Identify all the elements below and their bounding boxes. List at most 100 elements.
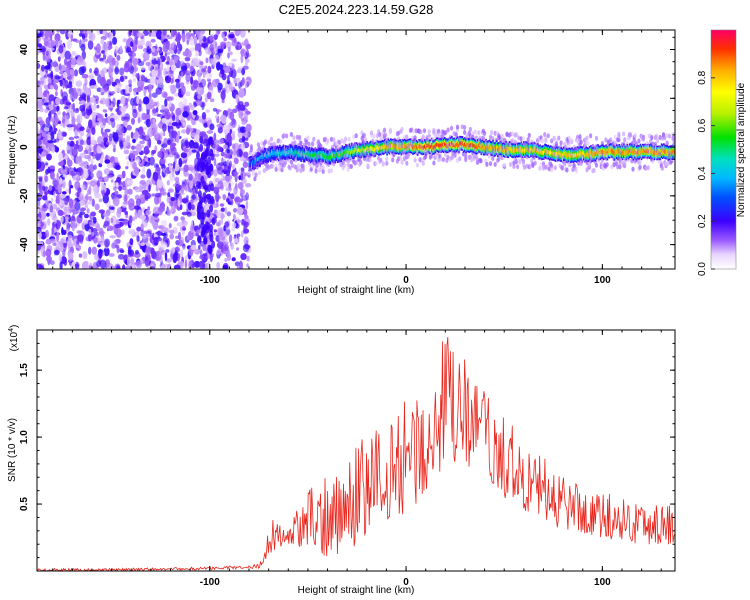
spectrogram-noise-cell bbox=[113, 182, 117, 187]
spectrogram-noise-cell bbox=[80, 100, 86, 105]
spectrogram-noise-cell bbox=[43, 102, 51, 106]
spectrogram-noise-cell bbox=[151, 250, 156, 259]
spectrogram-noise-cell bbox=[128, 83, 132, 87]
spectrogram-halo-cell bbox=[473, 129, 477, 135]
spectrogram-noise-cell bbox=[84, 87, 90, 95]
spectrogram-noise-cell bbox=[179, 195, 183, 204]
spectrogram-noise-cell bbox=[85, 236, 92, 242]
spectrogram-noise-cell bbox=[55, 91, 58, 97]
spectrogram-noise-cell bbox=[130, 97, 135, 106]
spectrogram-noise-cell bbox=[117, 253, 125, 260]
spectrogram-noise-cell bbox=[80, 207, 86, 212]
spectrogram-noise-cell bbox=[90, 181, 96, 187]
spectrogram-noise-cell bbox=[229, 121, 235, 126]
spectrogram-noise-cell bbox=[42, 137, 46, 145]
spectrogram-noise-cell bbox=[220, 217, 223, 225]
spectrogram-noise-cell bbox=[152, 108, 157, 114]
spectrogram-halo-cell bbox=[347, 136, 351, 142]
spectrogram-halo-cell bbox=[279, 138, 283, 144]
spectrogram-noise-cell bbox=[39, 76, 47, 82]
spectrogram-noise-cell bbox=[164, 51, 168, 57]
spectrogram-noise-cell bbox=[242, 243, 250, 253]
spectrogram-noise-cell bbox=[225, 169, 231, 177]
spectrogram-noise-cell bbox=[175, 78, 180, 83]
spectrogram-noise-cell bbox=[151, 149, 157, 154]
spectrogram-noise-cell bbox=[187, 202, 192, 211]
spectrogram-noise-cell bbox=[128, 198, 135, 208]
spectrogram-noise-cell bbox=[168, 163, 172, 172]
spectrogram-noise-cell bbox=[139, 193, 146, 204]
spectrogram-noise-cell bbox=[96, 87, 102, 92]
spectrogram-noise-cell bbox=[199, 143, 204, 152]
spectrogram-noise-cell bbox=[129, 51, 133, 62]
spectrogram-noise-cell bbox=[135, 143, 142, 153]
spectrogram-noise-cell bbox=[213, 169, 218, 177]
spectrogram-noise-cell bbox=[67, 157, 70, 165]
spectrogram-noise-cell bbox=[239, 112, 244, 116]
spectrogram-noise-cell bbox=[39, 107, 44, 113]
spectrogram-noise-cell bbox=[79, 139, 84, 146]
spectrogram-noise-cell bbox=[81, 30, 87, 35]
spectrogram-noise-cell bbox=[161, 91, 168, 98]
spectrogram-halo-cell bbox=[391, 157, 395, 163]
spectrogram-noise-cell bbox=[225, 42, 233, 47]
spectrogram-noise-cell bbox=[216, 210, 222, 219]
spectrogram-noise-cell bbox=[168, 99, 172, 108]
spectrogram-noise-cell bbox=[125, 265, 132, 269]
spectrogram-noise-cell bbox=[175, 134, 180, 144]
spectrogram-noise-cell bbox=[73, 167, 76, 172]
spectrogram-noise-cell bbox=[151, 92, 158, 98]
spectrogram-noise-cell bbox=[111, 161, 115, 168]
spectrogram-noise-cell bbox=[59, 199, 65, 207]
spectrogram-noise-cell bbox=[40, 64, 45, 72]
spectrogram-noise-cell bbox=[202, 244, 207, 252]
spectrogram-noise-cell bbox=[166, 64, 170, 72]
spectrogram-noise-cell bbox=[127, 195, 130, 199]
spectrogram-noise-cell bbox=[165, 75, 169, 81]
spectrogram-halo-cell bbox=[422, 128, 427, 134]
spectrogram-noise-cell bbox=[152, 118, 156, 125]
spectrogram-noise-cell bbox=[207, 65, 212, 74]
spectrogram-noise-cell bbox=[166, 258, 172, 263]
spectrogram-halo-cell bbox=[521, 158, 526, 164]
spectrogram-noise-cell bbox=[82, 251, 88, 260]
spectrogram-noise-cell bbox=[122, 89, 126, 94]
spectrogram-noise-cell bbox=[113, 186, 117, 191]
spectrogram-noise-cell bbox=[100, 127, 104, 135]
spectrogram-noise-cell bbox=[60, 238, 65, 244]
spectrogram-noise-cell bbox=[96, 43, 101, 54]
spectrogram-halo-cell bbox=[254, 172, 258, 178]
spectrogram-noise-cell bbox=[155, 87, 163, 95]
spectrogram-halo-cell bbox=[446, 127, 450, 133]
spectrogram-noise-cell bbox=[202, 151, 207, 160]
spectrogram-noise-cell bbox=[145, 61, 151, 67]
spectrogram-noise-cell bbox=[51, 226, 55, 236]
spectrogram-noise-cell bbox=[224, 258, 228, 262]
spectrogram-noise-cell bbox=[195, 50, 199, 57]
spectrogram-noise-cell bbox=[66, 75, 72, 80]
spectrogram-noise-cell bbox=[198, 260, 204, 269]
spectrogram-halo-cell bbox=[342, 163, 346, 169]
spectrogram-noise-cell bbox=[89, 68, 92, 74]
spectrogram-halo-cell bbox=[493, 162, 497, 167]
spectrogram-noise-cell bbox=[120, 229, 125, 236]
spectrogram-noise-cell bbox=[182, 148, 190, 153]
spectrogram-noise-cell bbox=[65, 227, 71, 232]
spectrogram-noise-cell bbox=[71, 116, 76, 126]
spectrogram-halo-cell bbox=[388, 127, 392, 133]
spectrogram-noise-cell bbox=[114, 156, 119, 163]
spectrogram-noise-cell bbox=[109, 117, 115, 122]
spectrogram-noise-cell bbox=[98, 198, 103, 203]
spectrogram-noise-cell bbox=[48, 63, 52, 72]
spectrogram-noise-cell bbox=[162, 42, 167, 46]
spectrogram-noise-cell bbox=[236, 264, 243, 269]
spectrogram-noise-cell bbox=[134, 166, 140, 175]
spectrogram-noise-cell bbox=[165, 249, 170, 253]
spectrogram-noise-cell bbox=[110, 179, 114, 183]
spectrogram-noise-cell bbox=[209, 234, 214, 242]
spectrogram-noise-cell bbox=[240, 48, 247, 57]
spectrogram-halo-cell bbox=[441, 157, 445, 163]
spectrogram-noise-cell bbox=[68, 187, 72, 195]
spectrogram-noise-cell bbox=[126, 46, 132, 53]
spectrogram-noise-cell bbox=[224, 206, 228, 215]
